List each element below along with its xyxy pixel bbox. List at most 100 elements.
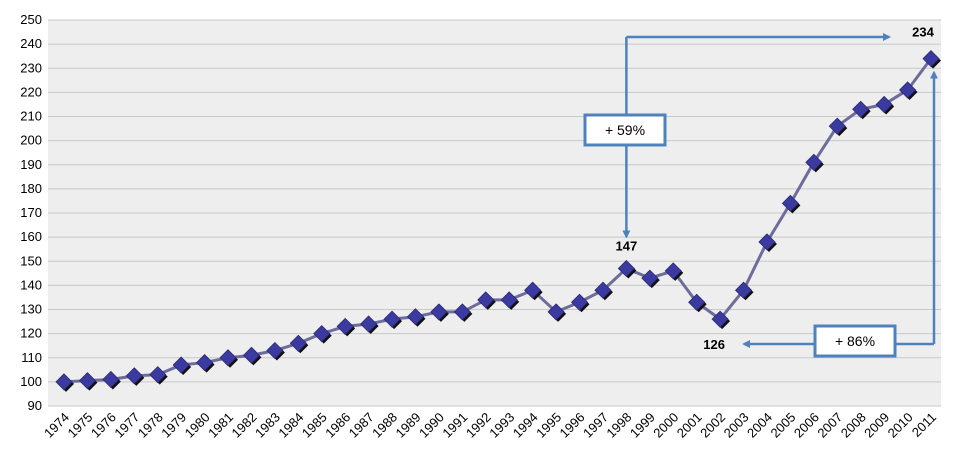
y-tick-210: 210 (20, 109, 42, 124)
point-marker (688, 293, 706, 311)
point-2009 (875, 95, 895, 115)
point-1991 (453, 303, 473, 322)
point-marker (641, 269, 659, 287)
gridlines (48, 19, 941, 407)
x-tick-1987: 1987 (346, 410, 377, 441)
point-marker (78, 372, 96, 390)
point-1988 (383, 310, 403, 330)
point-1993 (500, 291, 520, 310)
annotation-59-box (583, 113, 667, 147)
y-tick-220: 220 (20, 84, 42, 99)
x-tick-2005: 2005 (767, 410, 798, 441)
y-tick-160: 160 (20, 229, 42, 244)
x-tick-1998: 1998 (603, 410, 634, 441)
x-tick-2004: 2004 (744, 410, 775, 441)
point-marker (524, 281, 542, 299)
point-1980 (196, 354, 215, 373)
x-tick-1991: 1991 (439, 410, 470, 441)
y-tick-250: 250 (20, 12, 42, 27)
point-marker (406, 308, 425, 326)
x-tick-1978: 1978 (135, 410, 166, 441)
point-1977 (125, 367, 145, 386)
x-tick-1976: 1976 (88, 410, 119, 441)
point-marker (125, 367, 143, 385)
point-marker (289, 334, 307, 352)
y-tick-200: 200 (20, 133, 42, 148)
x-tick-1993: 1993 (486, 410, 517, 441)
point-1987 (360, 315, 379, 334)
point-2010 (899, 81, 918, 100)
point-1981 (219, 349, 239, 368)
point-marker (594, 281, 612, 299)
x-tick-1995: 1995 (533, 410, 564, 441)
point-1976 (102, 370, 121, 390)
point-marker (922, 50, 940, 68)
y-tick-110: 110 (21, 350, 42, 365)
annotation-86-text: + 86% (835, 333, 875, 349)
point-marker (196, 354, 214, 372)
x-tick-1980: 1980 (182, 410, 213, 441)
x-tick-1986: 1986 (322, 410, 353, 441)
point-2006 (805, 153, 824, 173)
point-marker (313, 325, 331, 343)
point-1982 (242, 346, 262, 366)
point-marker (360, 315, 378, 333)
x-tick-2009: 2009 (861, 410, 892, 441)
point-2008 (852, 100, 871, 120)
y-tick-230: 230 (20, 60, 42, 75)
point-marker (55, 373, 73, 391)
point-marker (500, 291, 518, 309)
point-marker (852, 100, 870, 118)
point-marker (266, 341, 284, 360)
point-marker (149, 366, 167, 384)
point-marker (781, 194, 799, 212)
point-marker (102, 370, 120, 389)
y-tick-180: 180 (20, 181, 42, 196)
point-2002 (711, 310, 731, 330)
data-label-2002: 126 (703, 337, 725, 352)
point-marker (617, 259, 635, 278)
point-marker (336, 317, 354, 335)
x-tick-1994: 1994 (510, 410, 541, 441)
point-marker (453, 303, 471, 321)
point-marker (899, 81, 917, 99)
y-tick-90: 90 (28, 398, 42, 413)
x-tick-1996: 1996 (557, 410, 588, 441)
point-2011 (922, 50, 941, 69)
point-marker (664, 262, 682, 280)
x-tick-2001: 2001 (674, 410, 705, 441)
x-tick-1977: 1977 (111, 410, 142, 441)
point-1992 (477, 291, 496, 310)
x-tick-2006: 2006 (791, 410, 822, 441)
x-tick-1988: 1988 (369, 410, 400, 441)
x-tick-1990: 1990 (416, 410, 447, 441)
point-marker (430, 303, 448, 321)
point-marker (547, 303, 565, 321)
x-tick-1985: 1985 (299, 410, 330, 441)
point-1999 (641, 269, 660, 289)
x-tick-1974: 1974 (41, 410, 72, 441)
annotation-59-text: + 59% (605, 122, 645, 138)
point-marker (383, 310, 401, 328)
point-marker (758, 233, 776, 251)
point-1978 (149, 366, 168, 385)
point-1986 (336, 317, 356, 337)
point-1983 (266, 341, 285, 361)
y-tick-120: 120 (20, 326, 42, 341)
annotation-86-box (813, 324, 897, 358)
data-label-2011: 234 (912, 25, 934, 40)
y-tick-140: 140 (20, 277, 42, 292)
point-marker (219, 349, 237, 367)
x-tick-2003: 2003 (721, 410, 752, 441)
point-1974 (55, 373, 74, 392)
point-2003 (734, 281, 754, 301)
x-tick-1983: 1983 (252, 410, 283, 441)
point-1985 (313, 325, 332, 344)
x-tick-1981: 1981 (205, 410, 236, 441)
x-tick-1979: 1979 (158, 410, 189, 441)
point-1998 (617, 259, 637, 279)
x-tick-2010: 2010 (885, 410, 916, 441)
x-tick-1989: 1989 (393, 410, 424, 441)
y-tick-130: 130 (20, 302, 42, 317)
x-tick-1997: 1997 (580, 410, 611, 441)
